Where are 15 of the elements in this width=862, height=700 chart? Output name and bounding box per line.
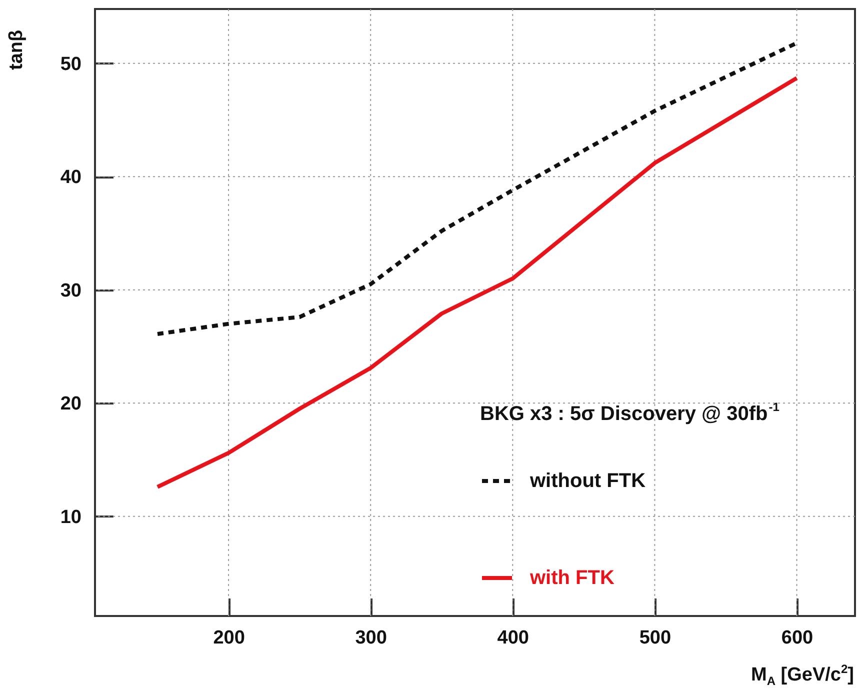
x-tick-label: 300 xyxy=(355,628,387,648)
y-axis-title: tanβ xyxy=(6,30,28,70)
x-tick-label: 400 xyxy=(497,628,529,648)
x-tick-label: 200 xyxy=(213,628,245,648)
legend-label: with FTK xyxy=(529,567,615,589)
y-tick-label: 50 xyxy=(60,54,82,75)
x-tick-label: 600 xyxy=(781,628,814,648)
x-tick-label: 500 xyxy=(639,628,672,648)
y-tick-label: 20 xyxy=(60,394,82,415)
line-series xyxy=(156,76,799,489)
y-tick-label: 30 xyxy=(60,280,82,302)
legend-label: without FTK xyxy=(529,470,646,492)
y-tick-label: 10 xyxy=(60,506,82,528)
x-axis-title: M$_{A}$ [GeV/c$^{2}$] xyxy=(751,662,854,688)
y-tick-label: 40 xyxy=(60,167,82,188)
